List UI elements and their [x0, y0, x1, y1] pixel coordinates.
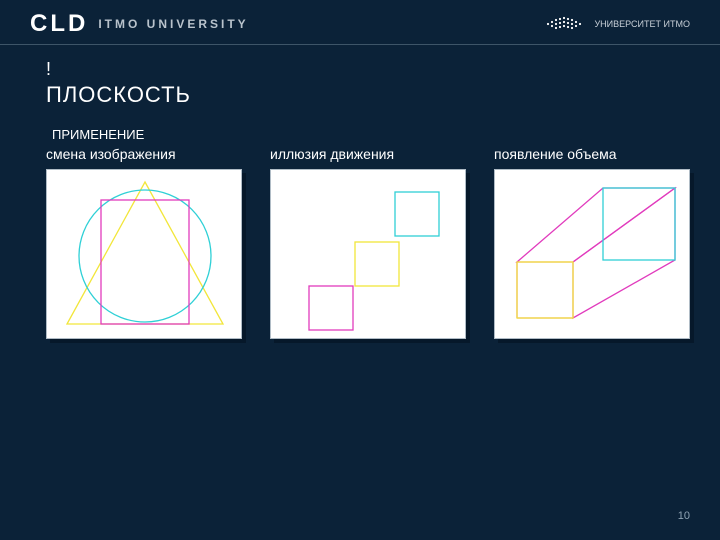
brand-right-label: УНИВЕРСИТЕТ ИТМО [594, 19, 690, 29]
diagram-motion-icon [271, 170, 467, 340]
card-1-panel [46, 169, 242, 339]
dots-icon [542, 12, 586, 36]
page-title: ПЛОСКОСТЬ [46, 82, 206, 107]
card-3-panel [494, 169, 690, 339]
card-1-label: смена изображения [46, 146, 226, 163]
diagram-volume-icon [495, 170, 691, 340]
header: CLD ITMO UNIVERSITY УНИВЕРСИТЕТ ИТМО [0, 0, 720, 44]
brand-left: CLD ITMO UNIVERSITY [30, 10, 249, 38]
brand-itmo-text: ITMO UNIVERSITY [98, 17, 248, 31]
card-2-label: иллюзия движения [270, 146, 450, 163]
card-3-label: появление объема [494, 146, 674, 163]
content: ! ПЛОСКОСТЬ ПРИМЕНЕНИЕ смена изображения… [0, 45, 720, 339]
card-2: иллюзия движения [270, 146, 466, 339]
card-2-panel [270, 169, 466, 339]
diagram-overlap-icon [47, 170, 243, 340]
card-1: смена изображения [46, 146, 242, 339]
brand-right: УНИВЕРСИТЕТ ИТМО [542, 12, 690, 36]
page-subtitle: ПРИМЕНЕНИЕ [52, 127, 690, 142]
card-3: появление объема [494, 146, 690, 339]
brand-cld-logo: CLD [30, 10, 88, 38]
heading-symbol: ! [46, 59, 690, 80]
page-number: 10 [678, 510, 690, 522]
card-row: смена изображения иллюзия движения [46, 146, 690, 339]
